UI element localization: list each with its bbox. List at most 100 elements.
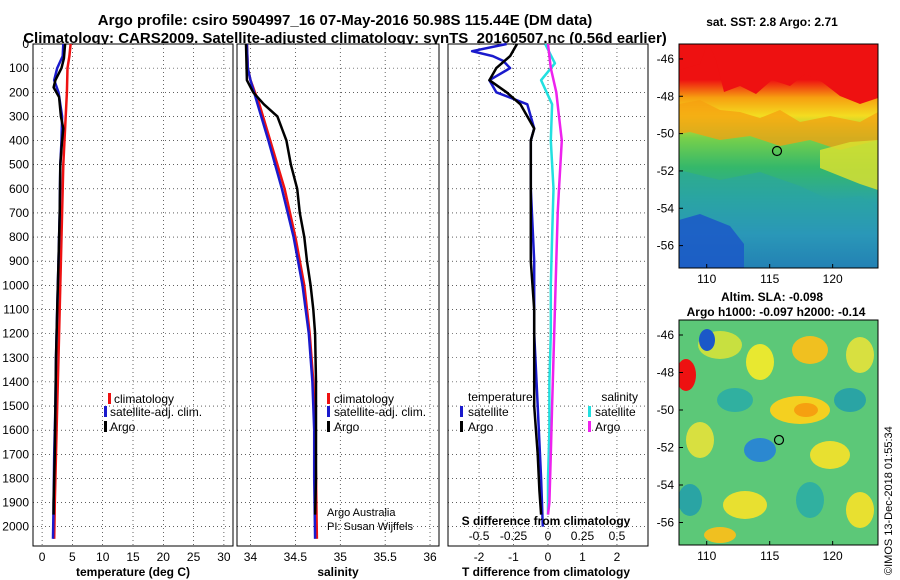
x-tick-label: 0 <box>39 550 46 564</box>
s-diff-tick-label: 0.25 <box>571 529 595 543</box>
depth-tick-label: 1300 <box>2 351 29 365</box>
legend-label-t-satellite: satellite <box>468 405 509 419</box>
s-diff-tick-label: 0 <box>545 529 552 543</box>
depth-tick-label: 2000 <box>2 520 29 534</box>
map-lon-label: 110 <box>697 549 716 563</box>
x-tick-label: 34 <box>244 550 258 564</box>
x-tick-label: 36 <box>423 550 437 564</box>
difference-legend-temperature: temperature satellite Argo <box>460 390 533 434</box>
x-tick-label: 25 <box>187 550 201 564</box>
map-lon-label: 120 <box>823 549 843 563</box>
profile-lines <box>51 42 564 539</box>
sst-map-image <box>679 44 878 268</box>
depth-tick-label: 200 <box>9 85 29 99</box>
x-tick-label: 20 <box>157 550 171 564</box>
map-lat-label: -54 <box>657 478 675 492</box>
series-line-t-satellite <box>470 42 545 527</box>
map-lat-label: -56 <box>657 239 675 253</box>
map-lat-label: -48 <box>657 89 675 103</box>
salinity-axis-label: salinity <box>317 565 359 579</box>
map-lat-label: -50 <box>657 127 675 141</box>
depth-tick-label: 1800 <box>2 471 29 485</box>
map-lon-label: 110 <box>697 272 716 286</box>
depth-tick-label: 600 <box>9 182 29 196</box>
series-line-s-argo <box>546 43 564 515</box>
depth-tick-label: 1400 <box>2 375 29 389</box>
map-lon-label: 115 <box>760 549 779 563</box>
depth-axis: 0 100 200 300 400 500 600 700 800 900 1000 1100 1200… <box>2 37 29 534</box>
s-diff-tick-label: -0.25 <box>500 529 528 543</box>
map-lat-label: -50 <box>657 403 675 417</box>
legend-swatch-satellite <box>104 406 107 417</box>
salinity-legend: climatology satellite-adj. clim. Argo <box>327 392 426 434</box>
legend-swatch-t-satellite <box>460 406 463 417</box>
map-lat-label: -48 <box>657 366 675 380</box>
sla-map-subtitle: Argo h1000: -0.097 h2000: -0.14 <box>687 305 866 319</box>
legend-label-climatology: climatology <box>334 392 394 406</box>
map-lon-label: 115 <box>760 272 779 286</box>
x-tick-label: 0 <box>545 550 552 564</box>
sst-argo-marker <box>771 145 783 157</box>
legend-label-argo: Argo <box>334 420 360 434</box>
depth-tick-label: 700 <box>9 206 29 220</box>
series-line-s-satellite <box>539 43 557 515</box>
x-tick-label: 34.5 <box>284 550 308 564</box>
s-diff-tick-label: -0.5 <box>469 529 490 543</box>
s-diff-tick-label: 0.5 <box>609 529 626 543</box>
map-lon-label: 120 <box>823 272 843 286</box>
x-tick-label: 1 <box>579 550 586 564</box>
legend-label-s-argo: Argo <box>595 420 621 434</box>
legend-label-satellite: satellite-adj. clim. <box>334 405 426 419</box>
sst-map-axes: 110 115 120 -46 -48 -50 -52 -54 -56 <box>657 52 843 286</box>
series-line-climatology <box>52 43 72 539</box>
legend-title-temperature: temperature <box>468 390 533 404</box>
x-tick-label: -2 <box>474 550 485 564</box>
depth-tick-label: 1200 <box>2 327 29 341</box>
legend-swatch-s-satellite <box>588 406 591 417</box>
map-lat-label: -52 <box>657 441 675 455</box>
depth-tick-label: 1500 <box>2 399 29 413</box>
sla-map-axes: 110 115 120 -46 -48 -50 -52 -54 -56 <box>657 328 843 563</box>
map-lat-label: -52 <box>657 164 675 178</box>
sst-map-title: sat. SST: 2.8 Argo: 2.71 <box>706 15 838 29</box>
legend-swatch-satellite <box>327 406 330 417</box>
salinity-panel <box>236 43 440 547</box>
depth-tick-label: 1600 <box>2 423 29 437</box>
map-lat-label: -46 <box>657 328 675 342</box>
difference-legend-salinity: salinity satellite Argo <box>588 390 638 434</box>
s-difference-axis-label: S difference from climatology <box>462 514 631 528</box>
x-tick-label: 2 <box>614 550 621 564</box>
x-tick-label: 35.5 <box>373 550 397 564</box>
temperature-legend: climatology satellite-adj. clim. Argo <box>104 392 202 434</box>
map-lat-label: -54 <box>657 201 675 215</box>
legend-label-t-argo: Argo <box>468 420 494 434</box>
depth-tick-label: 900 <box>9 254 29 268</box>
sla-map-frame <box>678 319 879 546</box>
x-axes: 0 5 10 15 20 25 30 34 34.5 35 35.5 36 -2 -1 0 1 2 -0.5 -0.… <box>39 529 626 564</box>
legend-swatch-argo <box>327 421 330 432</box>
sla-map-image <box>679 320 878 545</box>
figure-title-line-1: Argo profile: csiro 5904997_16 07-May-20… <box>97 12 593 29</box>
x-tick-label: 5 <box>69 550 76 564</box>
temperature-axis-label: temperature (deg C) <box>76 565 190 579</box>
depth-tick-label: 1100 <box>3 302 29 316</box>
map-lat-label: -46 <box>657 52 675 66</box>
series-line-argo <box>244 43 318 515</box>
series-line-t-argo <box>488 43 543 515</box>
figure-title-line-2: Climatology: CARS2009. Satellite-adjuste… <box>23 30 667 47</box>
depth-tick-label: 500 <box>9 158 29 172</box>
x-tick-label: 30 <box>217 550 231 564</box>
credit-line-2: PI: Susan Wijffels <box>327 521 413 533</box>
depth-tick-label: 300 <box>9 109 29 123</box>
imos-watermark: ©IMOS 13-Dec-2018 01:55:34 <box>883 426 895 575</box>
credit-line-1: Argo Australia <box>327 507 396 519</box>
t-difference-axis-label: T difference from climatology <box>462 565 630 579</box>
sla-map-title: Altim. SLA: -0.098 <box>721 290 823 304</box>
legend-swatch-t-argo <box>460 421 463 432</box>
x-tick-label: 35 <box>334 550 348 564</box>
depth-tick-label: 1000 <box>2 278 29 292</box>
legend-label-satellite: satellite-adj. clim. <box>110 405 202 419</box>
series-line-satellite-adj-clim- <box>245 43 317 539</box>
legend-label-s-satellite: satellite <box>595 405 636 419</box>
